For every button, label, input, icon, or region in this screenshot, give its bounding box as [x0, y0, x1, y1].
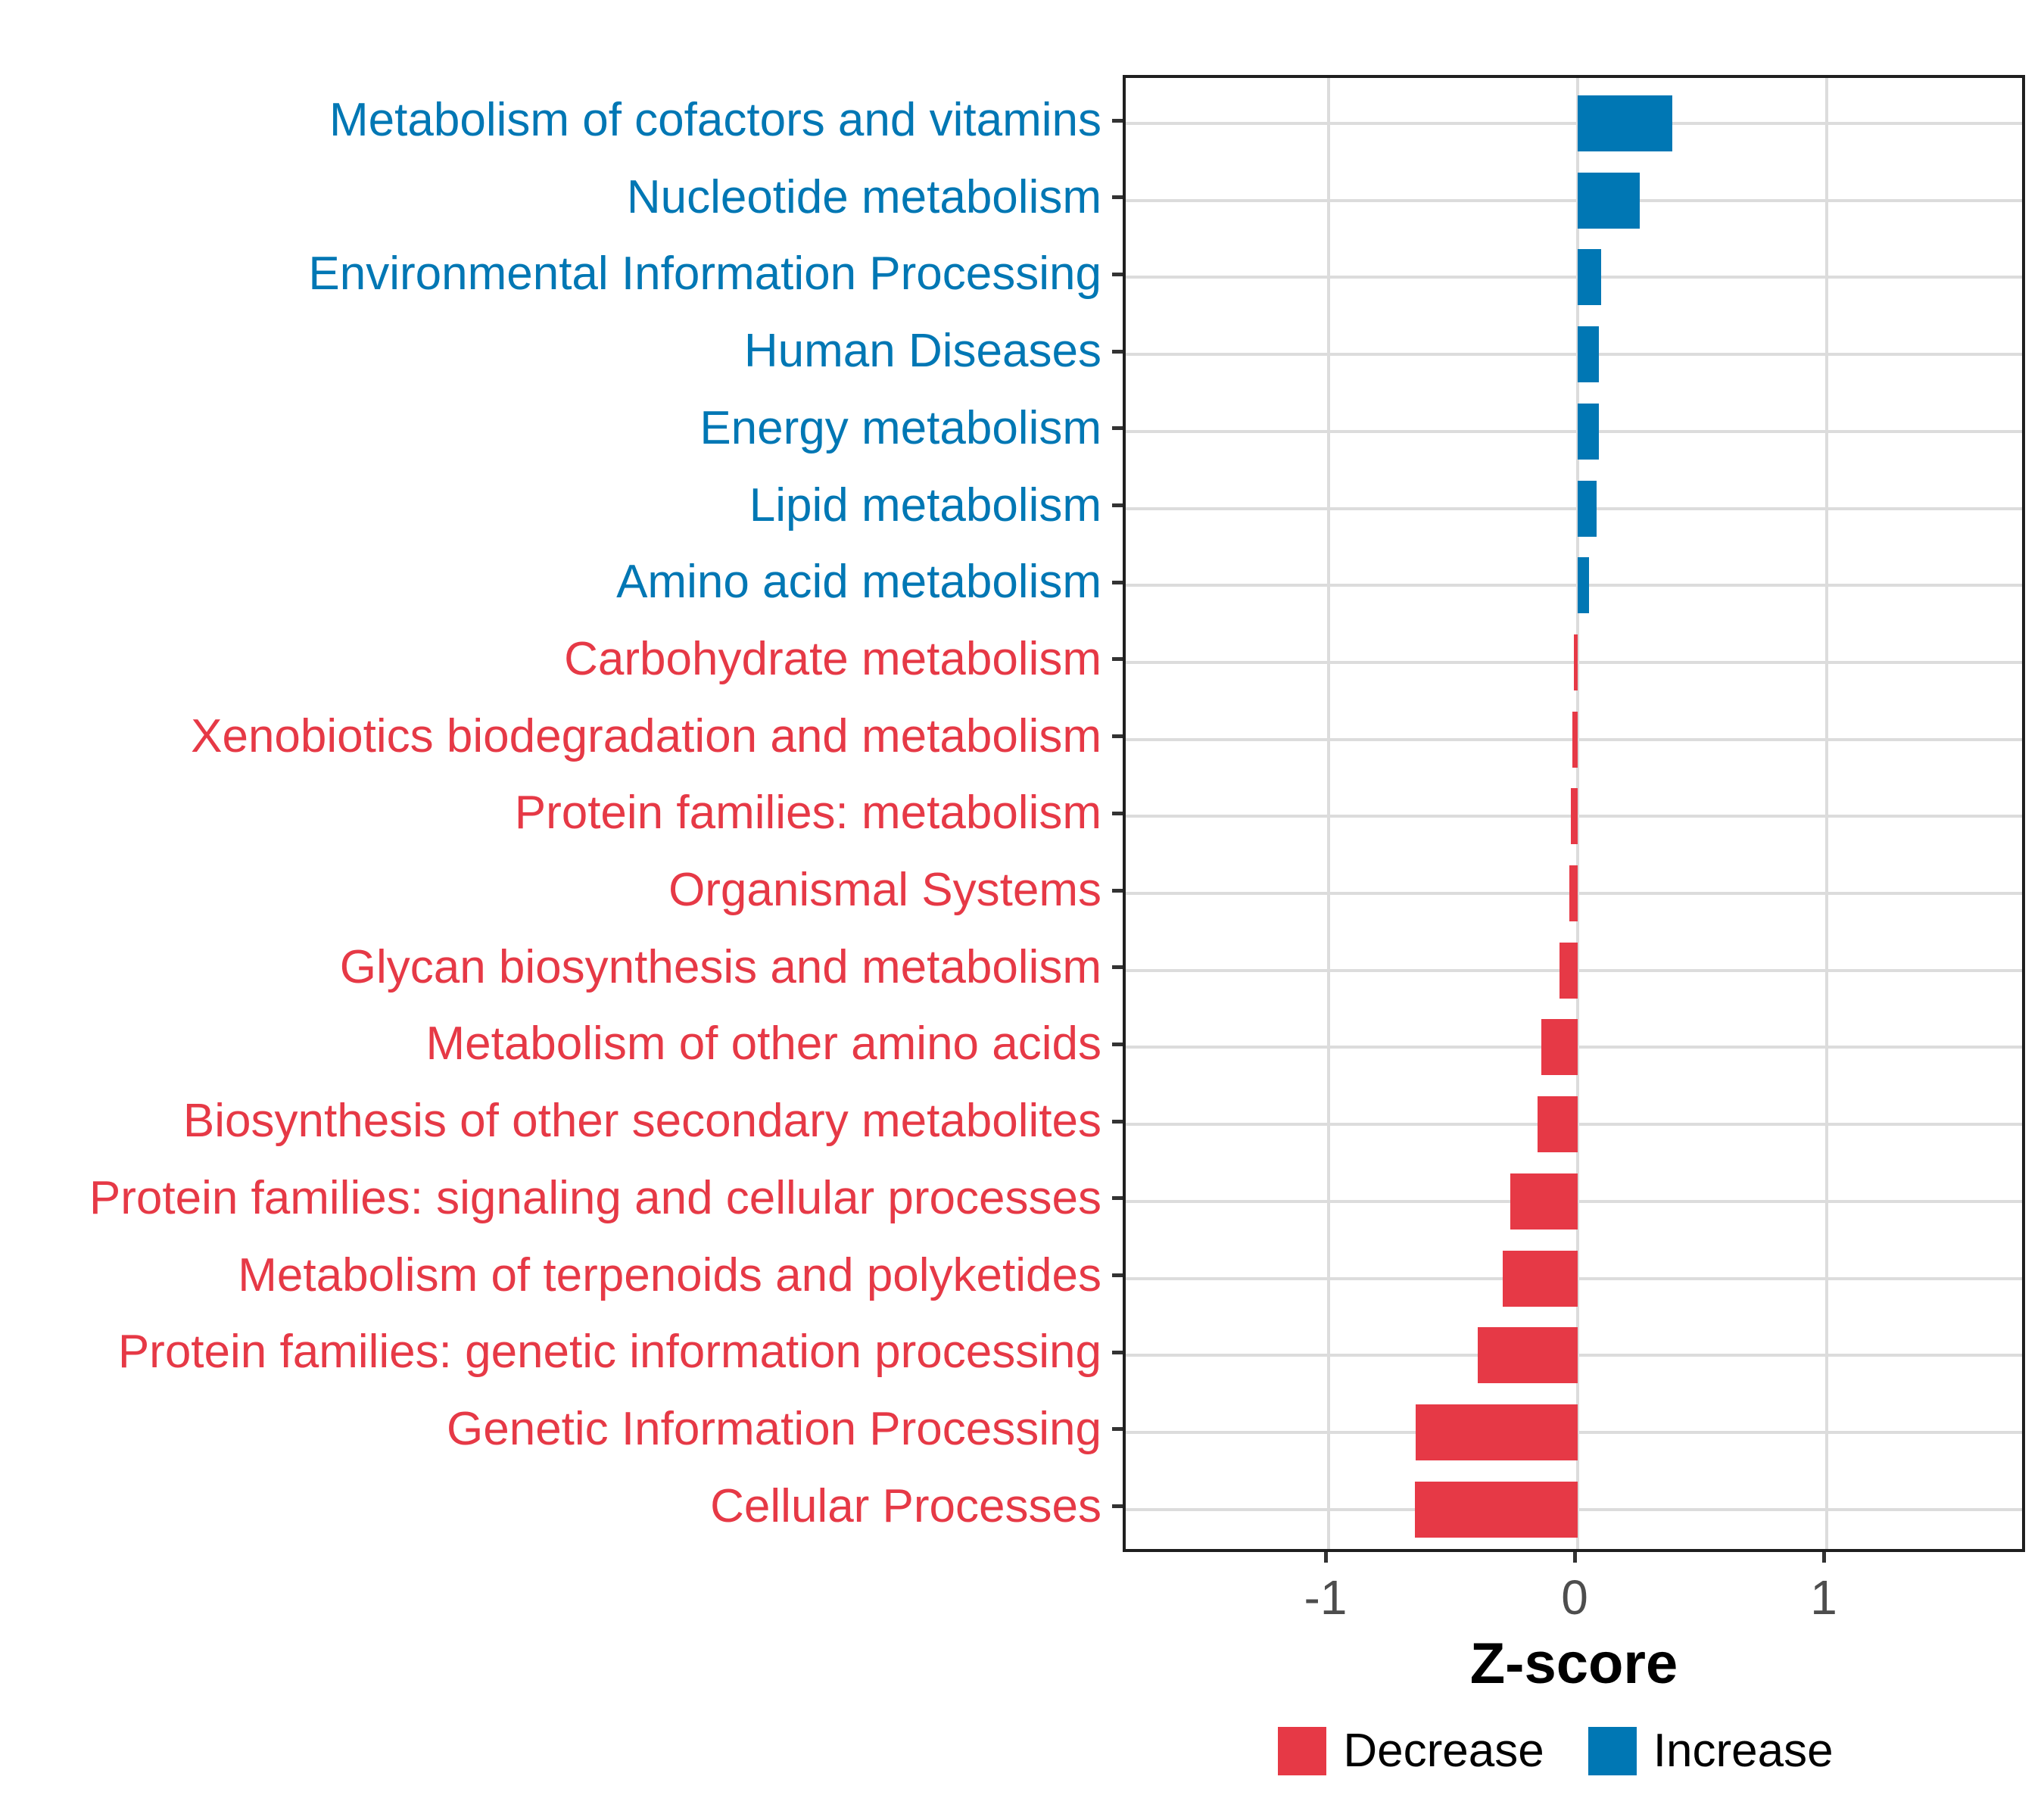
bar-protein-families-genetic-information-processing	[1478, 1327, 1578, 1384]
y-tick-organismal-systems	[1112, 888, 1123, 893]
gridline-x--1	[1327, 78, 1330, 1549]
gridline-x-0	[1576, 78, 1579, 1549]
x-axis-title: Z-score	[1469, 1632, 1678, 1696]
gridline-y-lipid-metabolism	[1126, 506, 2022, 510]
y-tick-cellular-processes	[1112, 1504, 1123, 1509]
bar-protein-families-signaling-and-cellular-processes	[1510, 1173, 1578, 1230]
y-tick-human-diseases	[1112, 349, 1123, 354]
y-tick-protein-families-signaling-and-cellular-processes	[1112, 1196, 1123, 1201]
gridline-y-energy-metabolism	[1126, 429, 2022, 433]
bar-cellular-processes	[1414, 1481, 1578, 1538]
y-tick-lipid-metabolism	[1112, 503, 1123, 507]
x-tick-label--1: -1	[1304, 1570, 1348, 1625]
y-tick-metabolism-of-cofactors-and-vitamins	[1112, 118, 1123, 123]
plot-panel	[1123, 75, 2025, 1552]
bar-biosynthesis-of-other-secondary-metabolites	[1538, 1096, 1578, 1153]
bar-environmental-information-processing	[1578, 249, 1602, 306]
legend-item-decrease: Decrease	[1278, 1727, 1544, 1775]
legend: Decrease Increase	[1060, 1725, 2044, 1778]
bar-protein-families-metabolism	[1570, 788, 1578, 845]
y-axis-label-metabolism-of-terpenoids-and-polyketides: Metabolism of terpenoids and polyketides	[238, 1248, 1101, 1301]
bar-nucleotide-metabolism	[1578, 172, 1640, 229]
x-tick-label-1: 1	[1810, 1570, 1837, 1625]
y-axis-label-metabolism-of-cofactors-and-vitamins: Metabolism of cofactors and vitamins	[329, 94, 1101, 146]
legend-item-increase: Increase	[1588, 1727, 1834, 1775]
bar-lipid-metabolism	[1578, 480, 1597, 537]
y-axis-label-metabolism-of-other-amino-acids: Metabolism of other amino acids	[425, 1018, 1101, 1071]
x-tick--1	[1323, 1552, 1328, 1563]
y-axis-label-nucleotide-metabolism: Nucleotide metabolism	[626, 170, 1101, 223]
y-tick-genetic-information-processing	[1112, 1427, 1123, 1432]
y-axis-label-human-diseases: Human Diseases	[743, 325, 1101, 378]
y-tick-xenobiotics-biodegradation-and-metabolism	[1112, 734, 1123, 739]
y-axis-label-protein-families-genetic-information-processing: Protein families: genetic information pr…	[117, 1326, 1101, 1379]
bar-organismal-systems	[1569, 865, 1578, 921]
bar-amino-acid-metabolism	[1578, 557, 1589, 614]
y-axis-label-xenobiotics-biodegradation-and-metabolism: Xenobiotics biodegradation and metabolis…	[191, 709, 1101, 762]
y-tick-metabolism-of-other-amino-acids	[1112, 1042, 1123, 1046]
bar-energy-metabolism	[1578, 403, 1599, 460]
y-axis-label-organismal-systems: Organismal Systems	[668, 864, 1101, 916]
gridline-y-amino-acid-metabolism	[1126, 584, 2022, 587]
x-tick-0	[1572, 1552, 1577, 1563]
y-tick-metabolism-of-terpenoids-and-polyketides	[1112, 1273, 1123, 1277]
y-tick-amino-acid-metabolism	[1112, 580, 1123, 584]
y-axis-label-cellular-processes: Cellular Processes	[710, 1479, 1101, 1532]
y-axis-label-amino-acid-metabolism: Amino acid metabolism	[616, 556, 1101, 609]
bar-metabolism-of-cofactors-and-vitamins	[1578, 95, 1673, 151]
legend-label-decrease: Decrease	[1343, 1725, 1544, 1777]
y-tick-carbohydrate-metabolism	[1112, 657, 1123, 662]
y-axis-label-biosynthesis-of-other-secondary-metabolites: Biosynthesis of other secondary metaboli…	[182, 1095, 1101, 1148]
legend-label-increase: Increase	[1653, 1725, 1834, 1777]
x-tick-label-0: 0	[1561, 1570, 1588, 1625]
bar-genetic-information-processing	[1416, 1404, 1578, 1460]
bar-carbohydrate-metabolism	[1574, 634, 1578, 690]
bar-xenobiotics-biodegradation-and-metabolism	[1572, 711, 1578, 768]
bar-glycan-biosynthesis-and-metabolism	[1559, 942, 1578, 999]
y-tick-protein-families-metabolism	[1112, 811, 1123, 815]
y-axis-label-protein-families-metabolism: Protein families: metabolism	[514, 787, 1101, 840]
gridline-y-metabolism-of-cofactors-and-vitamins	[1126, 122, 2022, 125]
y-tick-environmental-information-processing	[1112, 272, 1123, 276]
legend-swatch-decrease	[1278, 1727, 1327, 1775]
y-tick-energy-metabolism	[1112, 426, 1123, 431]
y-tick-nucleotide-metabolism	[1112, 195, 1123, 200]
legend-swatch-increase	[1588, 1727, 1637, 1775]
y-tick-protein-families-genetic-information-processing	[1112, 1350, 1123, 1354]
y-axis-label-carbohydrate-metabolism: Carbohydrate metabolism	[564, 632, 1101, 685]
bar-metabolism-of-other-amino-acids	[1541, 1019, 1578, 1076]
y-axis-label-glycan-biosynthesis-and-metabolism: Glycan biosynthesis and metabolism	[339, 940, 1101, 993]
y-axis-label-environmental-information-processing: Environmental Information Processing	[308, 248, 1101, 301]
bar-metabolism-of-terpenoids-and-polyketides	[1503, 1250, 1578, 1307]
gridline-y-human-diseases	[1126, 353, 2022, 357]
gridline-y-carbohydrate-metabolism	[1126, 660, 2022, 664]
gridline-y-environmental-information-processing	[1126, 276, 2022, 279]
gridline-x-1	[1825, 78, 1828, 1549]
y-tick-biosynthesis-of-other-secondary-metabolites	[1112, 1119, 1123, 1124]
gridline-y-nucleotide-metabolism	[1126, 198, 2022, 202]
bar-human-diseases	[1578, 326, 1599, 383]
y-axis-label-lipid-metabolism: Lipid metabolism	[749, 478, 1101, 531]
y-tick-glycan-biosynthesis-and-metabolism	[1112, 965, 1123, 970]
y-axis-label-protein-families-signaling-and-cellular-processes: Protein families: signaling and cellular…	[89, 1171, 1101, 1224]
y-axis-label-energy-metabolism: Energy metabolism	[700, 401, 1101, 454]
y-axis-label-genetic-information-processing: Genetic Information Processing	[447, 1402, 1101, 1455]
x-tick-1	[1821, 1552, 1826, 1563]
